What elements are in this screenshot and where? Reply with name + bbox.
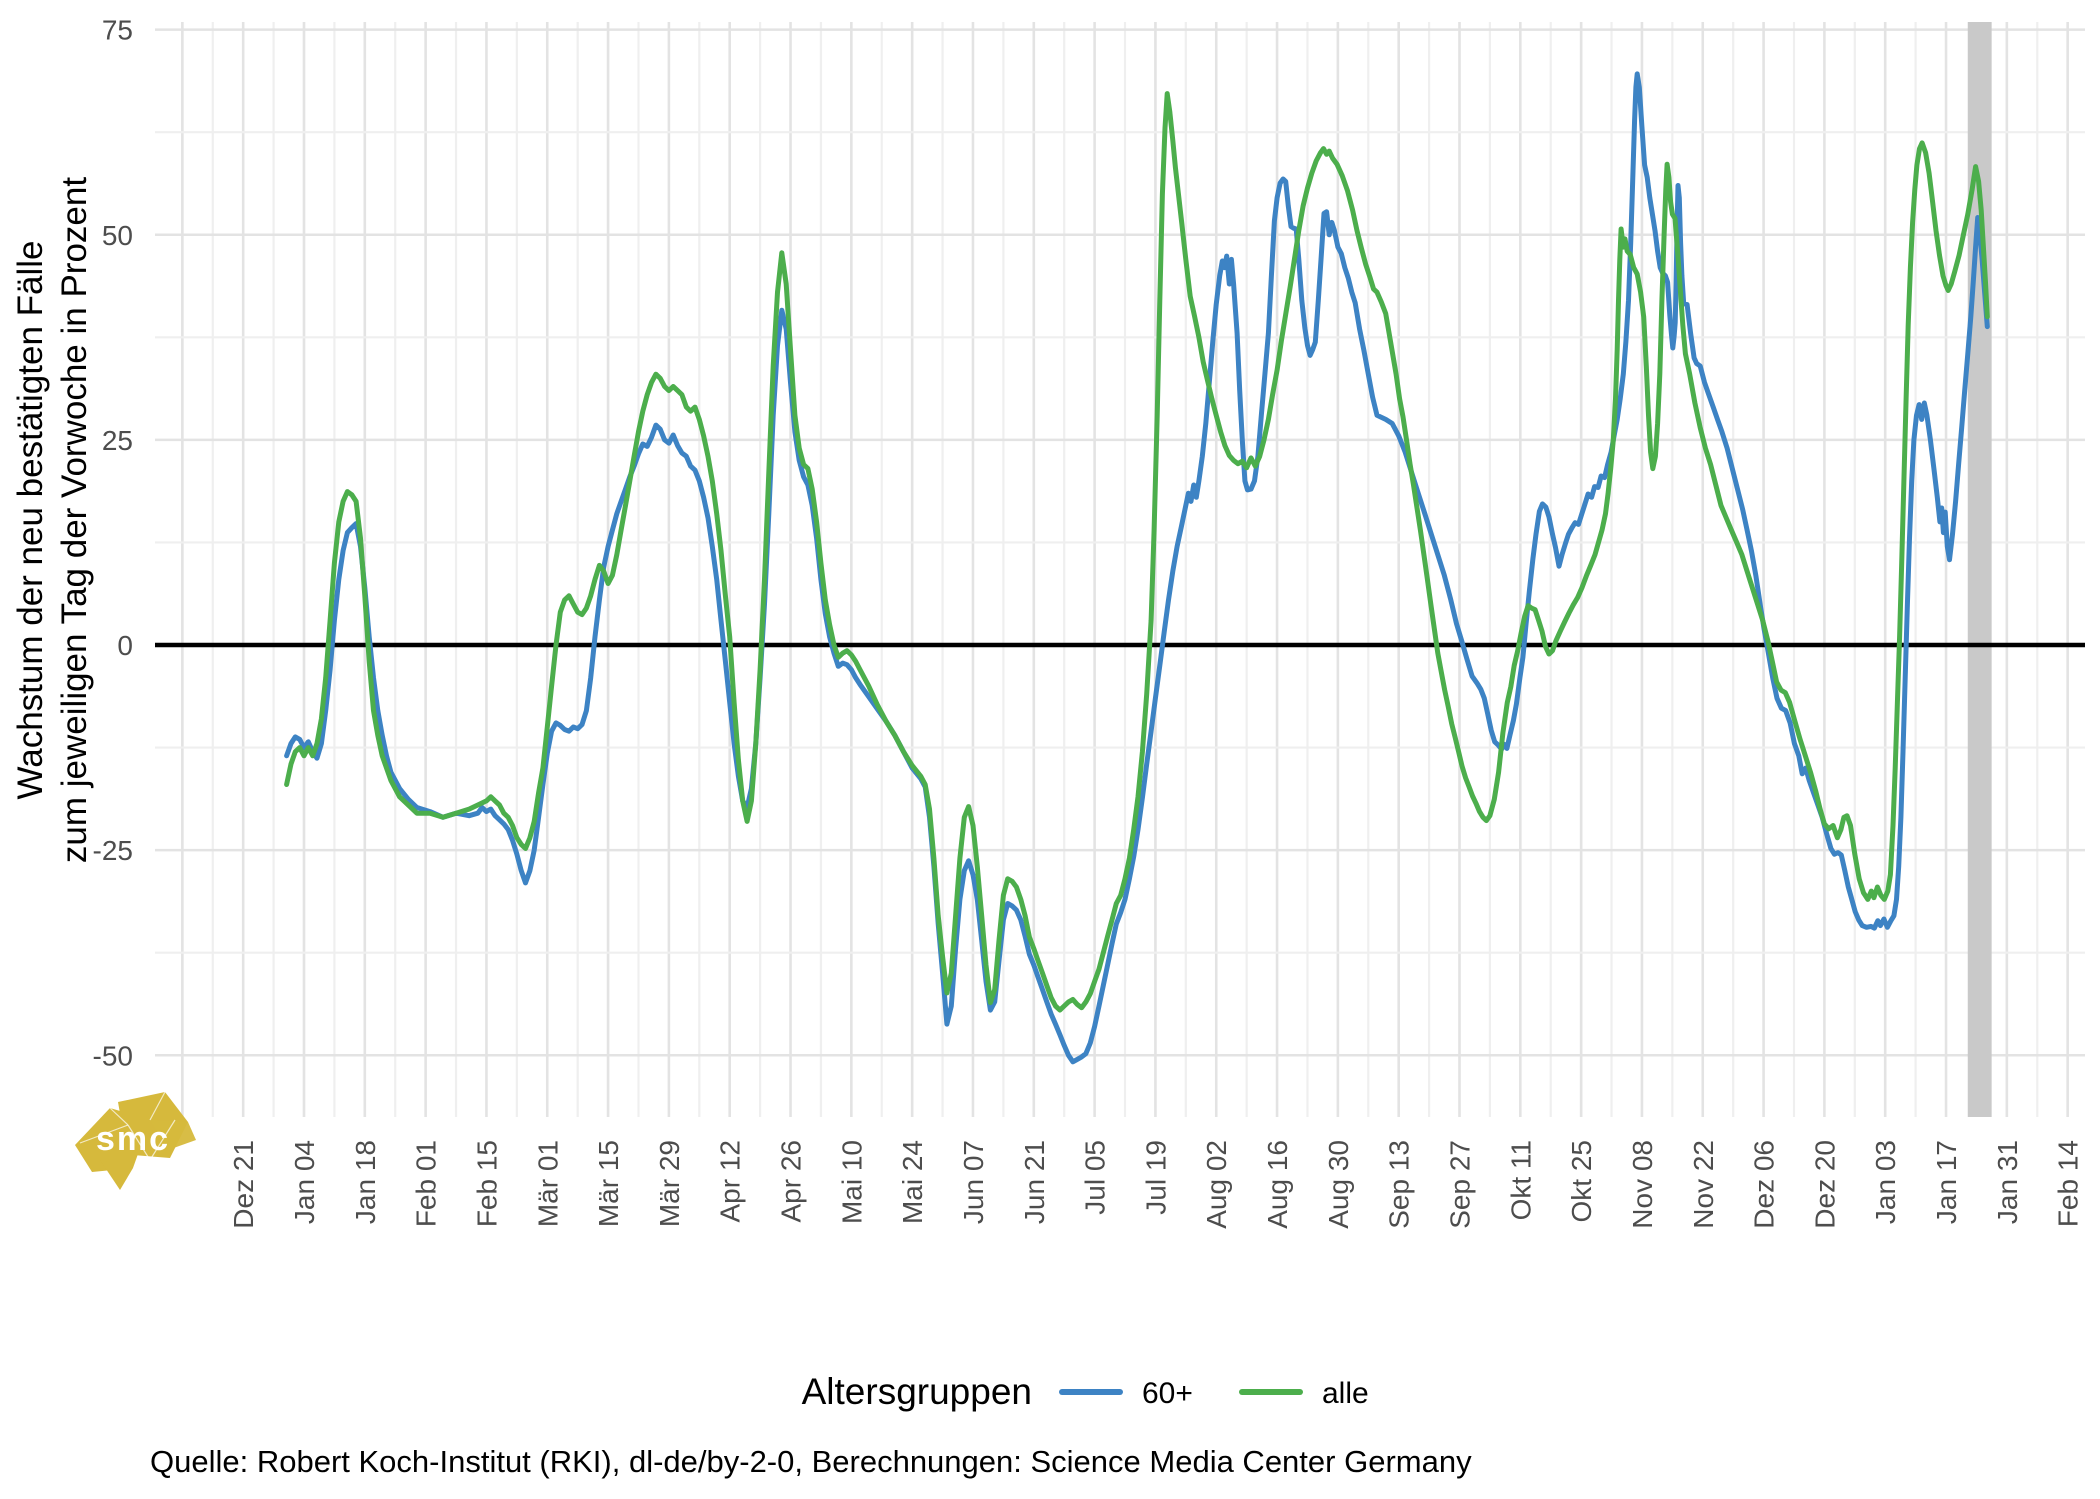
smc-logo-facet: [109, 1107, 129, 1126]
smc-logo-text: smc: [96, 1120, 170, 1158]
smc-logo-shape: [150, 1120, 196, 1150]
x-tick-label: Mär 29: [654, 1140, 685, 1227]
legend: Altersgruppen 60+ alle: [802, 1371, 1369, 1412]
smc-logo-facet: [79, 1124, 129, 1144]
legend-item-alle[interactable]: alle: [1239, 1377, 1369, 1410]
x-tick-label: Apr 26: [776, 1140, 807, 1223]
x-tick-label: Nov 08: [1627, 1140, 1658, 1229]
x-tick-label: Mai 10: [836, 1140, 867, 1224]
x-tick-label: Sep 27: [1445, 1140, 1476, 1229]
x-tick-label: Jun 21: [1019, 1140, 1050, 1224]
y-tick-label: -25: [93, 835, 133, 866]
y-tick-label: -50: [93, 1040, 133, 1071]
x-tick-label: Jul 19: [1140, 1140, 1171, 1215]
y-tick-label: 0: [117, 630, 133, 661]
x-tick-label: Mär 01: [532, 1140, 563, 1227]
series-line-60plus: [284, 71, 1990, 1065]
x-tick-label: Feb 01: [411, 1140, 442, 1227]
y-axis-ticks: 75 50 25 0 -25 -50: [93, 15, 133, 1072]
legend-item-label: 60+: [1142, 1377, 1193, 1410]
x-tick-label: Jan 31: [1992, 1140, 2023, 1224]
x-axis-ticks: Dez 21 Jan 04 Jan 18 Feb 01 Feb 15 Mär 01 Mär …: [228, 1140, 2083, 1229]
x-tick-label: Aug 02: [1201, 1140, 1232, 1229]
smc-logo-facet: [149, 1119, 176, 1161]
smc-logo: smc: [75, 1091, 196, 1190]
y-axis-title-line2: zum jeweiligen Tag der Vorwoche in Proze…: [55, 177, 94, 863]
smc-logo-shape: [100, 1160, 133, 1190]
x-tick-label: Jan 18: [350, 1140, 381, 1224]
x-tick-label: Aug 30: [1323, 1140, 1354, 1229]
y-tick-label: 25: [102, 425, 133, 456]
x-tick-label: Okt 25: [1566, 1140, 1597, 1222]
x-tick-label: Dez 21: [228, 1140, 259, 1229]
x-tick-label: Jul 05: [1080, 1140, 1111, 1215]
x-tick-label: Aug 16: [1262, 1140, 1293, 1229]
x-tick-label: Feb 14: [2053, 1140, 2084, 1227]
x-tick-label: Jan 03: [1870, 1140, 1901, 1224]
x-tick-label: Jan 04: [289, 1140, 320, 1224]
x-tick-label: Nov 22: [1688, 1140, 1719, 1229]
x-tick-label: Jan 17: [1931, 1140, 1962, 1224]
y-axis-title: Wachstum der neu bestätigten Fälle zum je…: [11, 177, 94, 863]
x-tick-label: Mär 15: [593, 1140, 624, 1227]
x-tick-label: Okt 11: [1505, 1140, 1536, 1220]
y-axis-title-line1: Wachstum der neu bestätigten Fälle: [11, 241, 50, 800]
x-tick-label: Mai 24: [897, 1140, 928, 1224]
source-caption: Quelle: Robert Koch-Institut (RKI), dl-d…: [150, 1444, 1472, 1479]
smc-logo-facet: [149, 1091, 166, 1121]
legend-item-label: alle: [1322, 1377, 1369, 1410]
y-tick-label: 75: [102, 15, 133, 46]
x-tick-label: Jun 07: [958, 1140, 989, 1224]
legend-title: Altersgruppen: [802, 1371, 1032, 1412]
series-line-alle: [284, 91, 1990, 1013]
x-tick-label: Feb 15: [471, 1140, 502, 1227]
smc-logo-facet: [127, 1124, 151, 1161]
x-tick-label: Sep 13: [1384, 1140, 1415, 1229]
y-tick-label: 50: [102, 220, 133, 251]
x-tick-label: Apr 12: [715, 1140, 746, 1223]
legend-item-60plus[interactable]: 60+: [1059, 1377, 1193, 1410]
x-tick-label: Dez 20: [1809, 1140, 1840, 1229]
x-tick-label: Dez 06: [1749, 1140, 1780, 1229]
